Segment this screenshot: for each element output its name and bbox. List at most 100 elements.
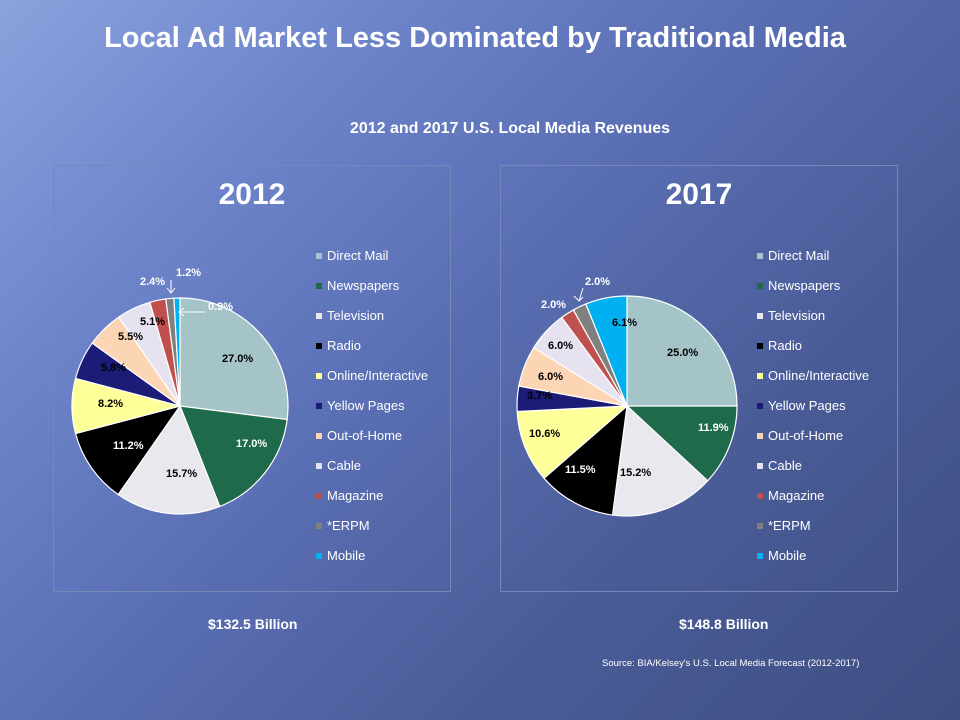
legend-label: Newspapers bbox=[768, 278, 841, 293]
total-2012: $132.5 Billion bbox=[208, 616, 298, 632]
legend-item-2012-3: Radio bbox=[316, 338, 428, 368]
pie-slice-2012-0 bbox=[179, 297, 289, 421]
data-label-2017-10: 6.1% bbox=[612, 317, 637, 329]
pie-2012-svg: 27.0% 17.0% 15.7% 11.2% 8.2% 5.8% 5.5% 5.1% 2.4%… bbox=[71, 267, 289, 515]
legend-item-2012-9: *ERPM bbox=[316, 518, 428, 548]
pie-slice-2012-10 bbox=[173, 297, 181, 407]
legend-item-2012-8: Magazine bbox=[316, 488, 428, 518]
data-label-2017-6: 6.0% bbox=[538, 371, 563, 383]
data-label-2017-8: 2.0% bbox=[541, 299, 566, 311]
data-label-2012-5: 5.8% bbox=[101, 362, 126, 374]
data-label-2012-7: 5.1% bbox=[140, 316, 165, 328]
data-label-2012-9: 1.2% bbox=[176, 267, 201, 279]
legend-item-2012-5: Yellow Pages bbox=[316, 398, 428, 428]
legend-swatch bbox=[316, 493, 322, 499]
legend-item-2012-2: Television bbox=[316, 308, 428, 338]
leader-arrow-2012-0 bbox=[166, 280, 176, 294]
legend-label: Radio bbox=[327, 338, 361, 353]
legend-label: Mobile bbox=[327, 548, 366, 563]
data-label-2017-1: 11.9% bbox=[698, 422, 729, 434]
source-note: Source: BIA/Kelsey's U.S. Local Media Fo… bbox=[602, 658, 860, 669]
legend-swatch bbox=[757, 493, 763, 499]
legend-item-2017-3: Radio bbox=[757, 338, 869, 368]
legend-swatch bbox=[316, 463, 322, 469]
leader-arrow-2017-0 bbox=[573, 287, 584, 302]
legend-item-2012-4: Online/Interactive bbox=[316, 368, 428, 398]
pie-slice-2017-4 bbox=[516, 405, 629, 480]
legend-label: Direct Mail bbox=[768, 248, 830, 263]
data-label-2017-7: 6.0% bbox=[548, 340, 573, 352]
legend-label: Cable bbox=[327, 458, 361, 473]
legend-label: Yellow Pages bbox=[768, 398, 846, 413]
legend-swatch bbox=[757, 253, 763, 259]
data-label-2017-5: 3.7% bbox=[527, 390, 552, 402]
leader-arrow-2012-1 bbox=[178, 307, 205, 317]
legend-swatch bbox=[757, 283, 763, 289]
legend-item-2017-4: Online/Interactive bbox=[757, 368, 869, 398]
data-label-2012-1: 17.0% bbox=[236, 438, 267, 450]
pie-2017-svg: 25.0% 11.9% 15.2% 11.5% 10.6% 3.7% 6.0% 6.0% 2.0… bbox=[516, 276, 738, 517]
total-2017: $148.8 Billion bbox=[679, 616, 769, 632]
pie-slice-2017-1 bbox=[625, 405, 738, 482]
data-label-2017-9: 2.0% bbox=[585, 276, 610, 288]
pie-slice-2017-10 bbox=[585, 295, 628, 407]
legend-label: Television bbox=[768, 308, 826, 323]
legend-item-2017-10: Mobile bbox=[757, 548, 869, 578]
data-label-2012-10: 0.9% bbox=[208, 301, 233, 313]
legend-item-2012-6: Out-of-Home bbox=[316, 428, 428, 458]
legend-label: Magazine bbox=[768, 488, 825, 503]
data-label-2012-0: 27.0% bbox=[222, 353, 253, 365]
legend-label: *ERPM bbox=[327, 518, 370, 533]
data-label-2012-8: 2.4% bbox=[140, 276, 165, 288]
legend-item-2017-1: Newspapers bbox=[757, 278, 869, 308]
slide-title: Local Ad Market Less Dominated by Tradit… bbox=[104, 22, 846, 54]
data-label-2012-3: 11.2% bbox=[113, 440, 144, 452]
legend-label: Online/Interactive bbox=[327, 368, 429, 383]
legend-swatch bbox=[757, 553, 763, 559]
legend-swatch bbox=[316, 343, 322, 349]
legend-swatch bbox=[757, 463, 763, 469]
data-label-2017-4: 10.6% bbox=[529, 428, 560, 440]
legend-label: *ERPM bbox=[768, 518, 811, 533]
chart-title-2012: 2012 bbox=[218, 178, 286, 211]
data-label-2012-2: 15.7% bbox=[166, 468, 197, 480]
legend-2017: Direct Mail Newspapers Television Radio Onli… bbox=[757, 248, 869, 578]
legend-label: Cable bbox=[768, 458, 802, 473]
legend-swatch bbox=[316, 433, 322, 439]
data-label-2017-0: 25.0% bbox=[667, 347, 698, 359]
legend-swatch bbox=[757, 523, 763, 529]
data-label-2012-4: 8.2% bbox=[98, 398, 123, 410]
legend-swatch bbox=[316, 283, 322, 289]
legend-label: Online/Interactive bbox=[768, 368, 870, 383]
legend-swatch bbox=[757, 433, 763, 439]
legend-label: Mobile bbox=[768, 548, 807, 563]
legend-2012: Direct Mail Newspapers Television Radio Onli… bbox=[316, 248, 428, 578]
legend-swatch bbox=[757, 313, 763, 319]
chart-subtitle: 2012 and 2017 U.S. Local Media Revenues bbox=[349, 120, 671, 137]
legend-item-2012-0: Direct Mail bbox=[316, 248, 428, 278]
legend-swatch bbox=[757, 373, 763, 379]
chart-title-2017: 2017 bbox=[665, 178, 733, 211]
legend-swatch bbox=[316, 313, 322, 319]
legend-label: Out-of-Home bbox=[768, 428, 844, 443]
pie-slice-2017-3 bbox=[543, 404, 628, 516]
data-label-2012-6: 5.5% bbox=[118, 331, 143, 343]
legend-item-2012-10: Mobile bbox=[316, 548, 428, 578]
legend-item-2012-1: Newspapers bbox=[316, 278, 428, 308]
data-label-2017-2: 15.2% bbox=[620, 467, 651, 479]
pie-slice-2017-0 bbox=[626, 295, 738, 407]
legend-swatch bbox=[316, 553, 322, 559]
pie-slice-2012-2 bbox=[117, 404, 221, 515]
data-label-2017-3: 11.5% bbox=[565, 464, 596, 476]
legend-swatch bbox=[316, 253, 322, 259]
legend-item-2012-7: Cable bbox=[316, 458, 428, 488]
legend-item-2017-6: Out-of-Home bbox=[757, 428, 869, 458]
legend-label: Newspapers bbox=[327, 278, 400, 293]
legend-label: Magazine bbox=[327, 488, 384, 503]
legend-swatch bbox=[316, 523, 322, 529]
legend-item-2017-2: Television bbox=[757, 308, 869, 338]
legend-label: Yellow Pages bbox=[327, 398, 405, 413]
legend-label: Television bbox=[327, 308, 385, 323]
pie-slice-2012-1 bbox=[179, 405, 288, 508]
legend-item-2017-9: *ERPM bbox=[757, 518, 869, 548]
